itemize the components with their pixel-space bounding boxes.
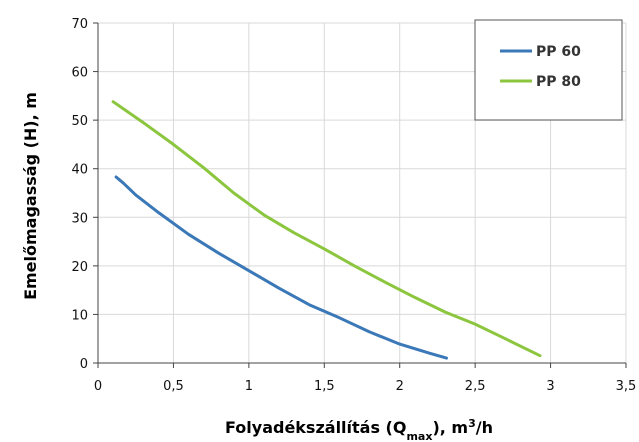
y-tick-label: 30 — [71, 211, 88, 226]
y-tick-label: 40 — [71, 163, 88, 178]
x-tick-label: 1,5 — [314, 379, 335, 394]
y-tick-label: 50 — [71, 114, 88, 129]
x-axis-title-superscript: 3 — [468, 417, 476, 430]
y-tick-label: 70 — [71, 17, 88, 32]
x-axis-title-tail: /h — [476, 418, 493, 437]
axes: 0 10 20 30 40 50 60 70 0 0,5 1 1,5 2 2,5 3 3,5 — [71, 17, 636, 394]
x-tick-label: 1 — [245, 379, 253, 394]
y-tick-label: 20 — [71, 260, 88, 275]
x-axis-title: Folyadékszállítás (Qmax), m3/h — [225, 417, 493, 442]
y-tick-label: 10 — [71, 308, 88, 323]
x-tick-label: 2 — [396, 379, 404, 394]
legend-box — [474, 19, 623, 121]
y-tick-label: 0 — [80, 357, 88, 372]
x-axis-title-suffix: ), m — [432, 418, 468, 437]
series-line-pp-60 — [114, 175, 448, 360]
x-tick-label: 2,5 — [465, 379, 486, 394]
x-axis-title-prefix: Folyadékszállítás (Q — [225, 418, 406, 437]
y-tick-label: 60 — [71, 66, 88, 81]
x-axis-title-subscript: max — [406, 430, 432, 442]
x-tick-label: 0,5 — [163, 379, 184, 394]
x-tick-label: 3 — [546, 379, 554, 394]
legend-label: PP 60 — [536, 44, 581, 60]
x-tick-label: 3,5 — [616, 379, 637, 394]
x-tick-label: 0 — [94, 379, 102, 394]
series-lines — [111, 100, 542, 360]
legend: PP 60 PP 80 — [474, 19, 623, 121]
grid — [98, 22, 627, 363]
series-line-pp-80 — [111, 100, 542, 358]
y-axis-title: Emelőmagasság (H), m — [21, 92, 40, 300]
legend-label: PP 80 — [536, 74, 581, 90]
